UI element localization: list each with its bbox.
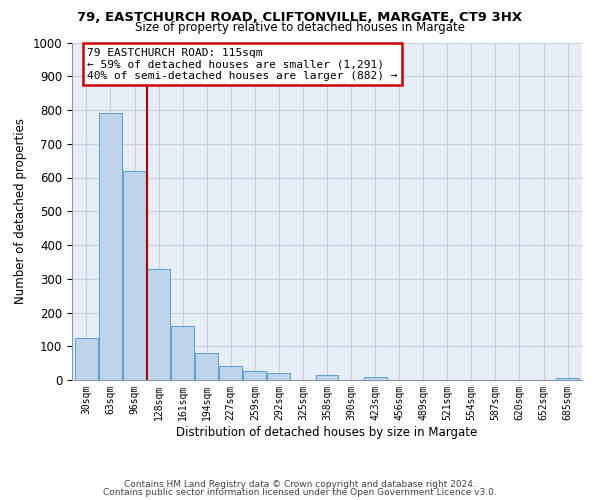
Text: Contains HM Land Registry data © Crown copyright and database right 2024.: Contains HM Land Registry data © Crown c… bbox=[124, 480, 476, 489]
Bar bbox=[268, 373, 290, 380]
Bar bbox=[316, 375, 338, 380]
Text: 79, EASTCHURCH ROAD, CLIFTONVILLE, MARGATE, CT9 3HX: 79, EASTCHURCH ROAD, CLIFTONVILLE, MARGA… bbox=[77, 11, 523, 24]
Bar bbox=[195, 353, 218, 380]
Bar bbox=[364, 376, 386, 380]
Bar bbox=[220, 366, 242, 380]
Text: Contains public sector information licensed under the Open Government Licence v3: Contains public sector information licen… bbox=[103, 488, 497, 497]
Bar bbox=[171, 326, 194, 380]
Bar bbox=[244, 370, 266, 380]
Bar bbox=[147, 268, 170, 380]
Bar bbox=[75, 338, 98, 380]
Bar bbox=[99, 114, 122, 380]
X-axis label: Distribution of detached houses by size in Margate: Distribution of detached houses by size … bbox=[176, 426, 478, 438]
Text: 79 EASTCHURCH ROAD: 115sqm
← 59% of detached houses are smaller (1,291)
40% of s: 79 EASTCHURCH ROAD: 115sqm ← 59% of deta… bbox=[88, 48, 398, 81]
Y-axis label: Number of detached properties: Number of detached properties bbox=[14, 118, 27, 304]
Bar bbox=[556, 378, 579, 380]
Bar bbox=[123, 171, 146, 380]
Text: Size of property relative to detached houses in Margate: Size of property relative to detached ho… bbox=[135, 21, 465, 34]
